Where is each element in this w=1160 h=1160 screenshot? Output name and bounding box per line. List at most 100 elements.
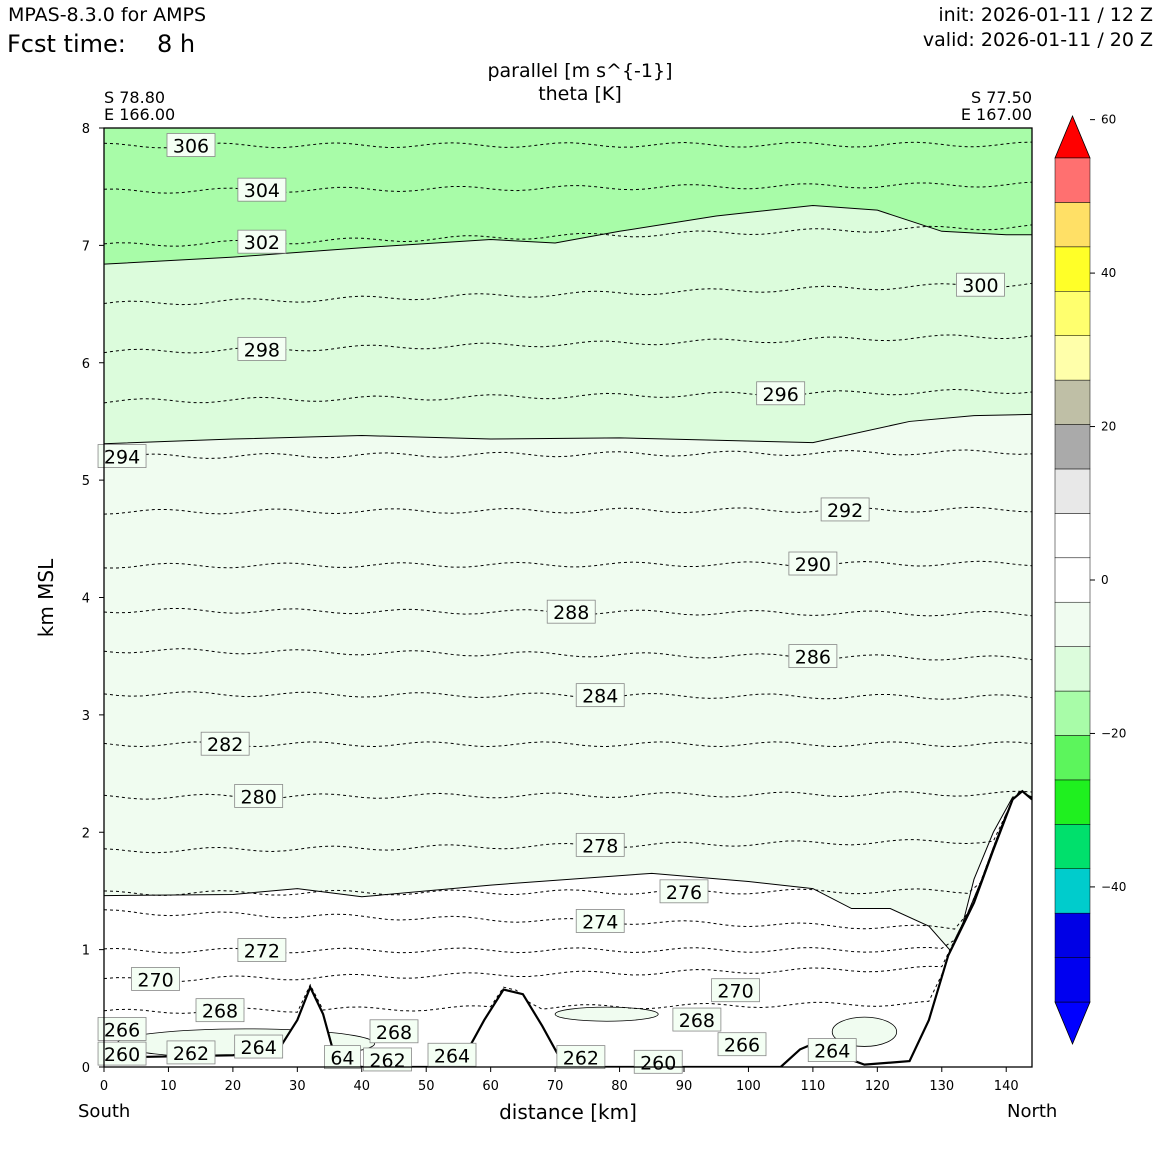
colorbar-tick-label: −40 <box>1101 880 1126 894</box>
isentrope-label-low: 268 <box>672 1007 722 1032</box>
isentrope-label-low: 266 <box>97 1017 147 1041</box>
x-tick: 0 <box>100 1067 108 1094</box>
colorbar-tick-label: 0 <box>1101 573 1109 587</box>
isentrope-280 <box>104 790 1032 800</box>
isentrope-label-low: 264 <box>807 1038 857 1063</box>
isentrope-276 <box>104 790 1032 896</box>
isentrope-label-low: 262 <box>363 1047 412 1072</box>
svg-text:282: 282 <box>207 734 243 756</box>
x-tick: 70 <box>547 1067 563 1094</box>
svg-text:64: 64 <box>330 1048 354 1070</box>
wind-contour-line <box>104 796 1032 957</box>
colorbar-tick-label: −20 <box>1101 726 1126 740</box>
isentrope-label-low: 262 <box>556 1045 606 1070</box>
colorbar-segment <box>1054 291 1091 336</box>
y-tick-label: 3 <box>82 709 90 724</box>
isentrope-label-302: 302 <box>237 229 287 254</box>
isentrope-label-282: 282 <box>200 731 250 756</box>
isentrope-label-low: 260 <box>97 1041 147 1066</box>
isentrope-label-306: 306 <box>166 133 216 157</box>
x-tick: 10 <box>160 1067 177 1094</box>
svg-text:272: 272 <box>244 941 280 963</box>
colorbar-tick-label: 60 <box>1101 113 1116 127</box>
colorbar-segment <box>1054 735 1091 781</box>
svg-text:260: 260 <box>640 1052 676 1074</box>
x-tick-label: 50 <box>418 1079 435 1094</box>
colorbar-segment <box>1054 246 1091 292</box>
model-title: MPAS-8.3.0 for AMPS <box>8 4 207 26</box>
isentrope-296 <box>104 388 1032 404</box>
isentrope-label-268: 268 <box>195 998 245 1023</box>
x-tick: 100 <box>736 1067 761 1094</box>
y-tick: 4 <box>82 592 104 607</box>
y-tick-label: 8 <box>82 122 90 137</box>
right-end-coords: S 77.50 E 167.00 <box>961 89 1032 123</box>
colorbar-segment <box>1054 912 1091 958</box>
svg-text:264: 264 <box>434 1045 470 1067</box>
x-tick: 90 <box>676 1067 692 1094</box>
isentrope-292 <box>104 506 1032 515</box>
isentrope-label-low: 260 <box>633 1049 683 1074</box>
colorbar-min-arrow <box>1054 1001 1091 1046</box>
x-tick-label: 80 <box>611 1079 628 1094</box>
y-tick-label: 1 <box>82 944 90 959</box>
svg-text:306: 306 <box>173 135 209 157</box>
isentrope-label-292: 292 <box>820 497 870 522</box>
y-tick: 3 <box>82 709 104 724</box>
svg-text:302: 302 <box>244 232 280 254</box>
colorbar-tick: 60 <box>1090 113 1116 127</box>
wind-contour-line <box>104 413 1032 445</box>
colorbar-segment <box>1054 779 1091 825</box>
colorbar-segment <box>1054 646 1091 692</box>
colorbar-tick: 40 <box>1090 266 1116 280</box>
svg-text:270: 270 <box>717 981 753 1003</box>
y-tick-label: 2 <box>82 826 90 841</box>
svg-text:304: 304 <box>244 180 280 202</box>
x-tick: 110 <box>800 1067 825 1094</box>
fill-band-minus15 <box>104 128 1032 265</box>
left-end-lat: S 78.80 <box>104 88 166 107</box>
colorbar-segment <box>1054 202 1091 248</box>
colorbar-tick: 0 <box>1090 573 1109 587</box>
isentrope-label-280: 280 <box>234 784 284 808</box>
valid-time: valid: 2026-01-11 / 20 Z <box>922 29 1153 51</box>
isentrope-272 <box>104 790 1032 954</box>
x-tick-label: 100 <box>736 1079 761 1094</box>
isentrope-label-low: 262 <box>166 1040 216 1065</box>
svg-text:294: 294 <box>104 447 140 469</box>
y-tick-label: 0 <box>82 1061 90 1076</box>
isentrope-270 <box>104 790 1032 982</box>
colorbar-segment <box>1054 468 1091 514</box>
svg-text:264: 264 <box>814 1041 850 1063</box>
svg-text:268: 268 <box>679 1010 715 1032</box>
colorbar-tick: −40 <box>1090 880 1126 894</box>
wind-fill-layer <box>104 128 1032 1067</box>
left-end-coords: S 78.80 E 166.00 <box>104 89 175 123</box>
isentrope-label-low: 264 <box>234 1034 284 1059</box>
svg-text:274: 274 <box>582 911 618 933</box>
x-tick: 80 <box>611 1067 628 1094</box>
y-tick: 5 <box>82 474 104 489</box>
y-tick-label: 5 <box>82 474 90 489</box>
isentrope-label-270: 270 <box>131 967 180 991</box>
svg-text:296: 296 <box>763 384 799 406</box>
isentrope-274 <box>104 790 1032 930</box>
isentrope-label-288: 288 <box>546 599 596 624</box>
south-label: South <box>78 1101 131 1122</box>
fcst-value: 8 h <box>157 30 196 58</box>
colorbar: 60 40 20 0 −20 −40 <box>1054 113 1126 1046</box>
svg-text:268: 268 <box>202 1001 238 1023</box>
x-tick-label: 30 <box>289 1079 306 1094</box>
isentrope-label-low: 268 <box>369 1019 419 1044</box>
plot-title-theta: theta [K] <box>538 83 622 105</box>
colorbar-segment <box>1054 690 1091 736</box>
plot-title-parallel: parallel [m s^{-1}] <box>487 60 673 82</box>
isentrope-label-low: 264 <box>427 1042 477 1067</box>
svg-text:266: 266 <box>724 1035 760 1057</box>
north-label: North <box>1007 1101 1058 1122</box>
colorbar-segment <box>1054 424 1091 470</box>
svg-text:292: 292 <box>827 500 863 522</box>
init-time: init: 2026-01-11 / 12 Z <box>938 4 1153 26</box>
colorbar-segment <box>1054 957 1091 1003</box>
